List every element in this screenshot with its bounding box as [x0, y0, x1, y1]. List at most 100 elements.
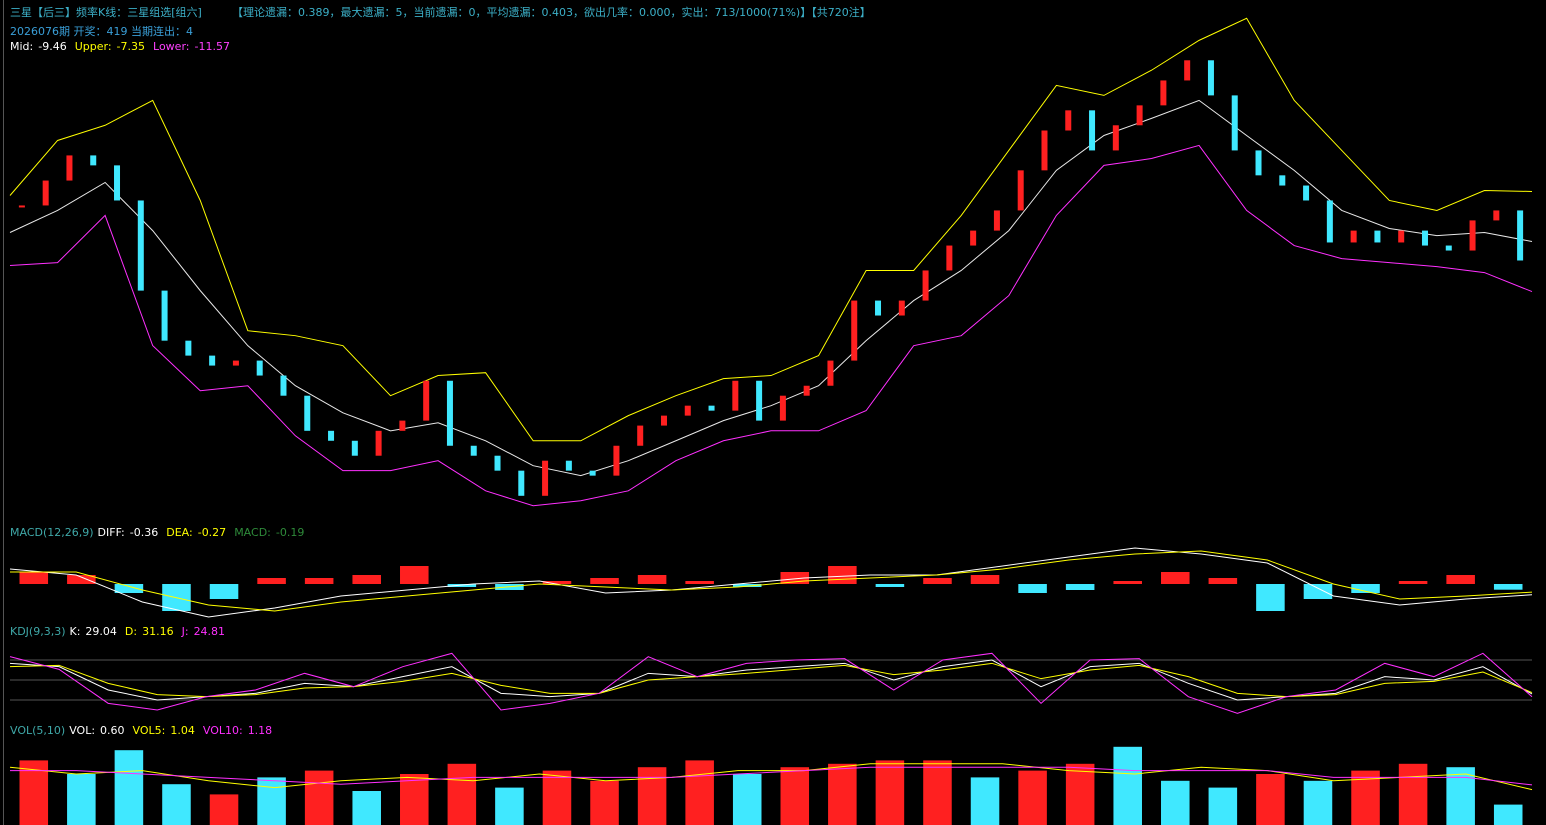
candle	[1421, 230, 1428, 246]
bar	[1398, 581, 1428, 584]
candle	[1017, 170, 1024, 211]
readout-name: DIFF:	[98, 526, 125, 539]
bar	[1018, 770, 1047, 825]
readout-name: VOL10:	[203, 724, 243, 737]
bar	[1161, 572, 1190, 584]
readout-name: VOL:	[69, 724, 95, 737]
candle	[304, 395, 311, 431]
candle	[1041, 130, 1048, 171]
readout-name: Mid:	[10, 40, 33, 53]
bar	[970, 575, 1000, 584]
candle	[351, 440, 358, 456]
bar	[114, 584, 144, 593]
candle	[803, 385, 810, 396]
candle	[66, 155, 73, 181]
bar	[732, 774, 762, 825]
readout-value: -9.46	[38, 40, 66, 53]
bar	[67, 575, 96, 584]
candle	[1303, 185, 1310, 201]
bar	[1113, 746, 1142, 825]
candle	[1469, 220, 1476, 251]
bar	[1303, 584, 1333, 599]
line-j	[9, 652, 1533, 714]
candle	[1207, 60, 1214, 96]
candle	[494, 455, 501, 471]
readout-value: -0.36	[130, 526, 158, 539]
readout-name: J:	[181, 625, 189, 638]
bar	[637, 767, 667, 825]
bar	[1256, 774, 1285, 825]
bar	[685, 581, 714, 584]
readout-name: Upper:	[75, 40, 112, 53]
bar	[1493, 804, 1523, 825]
bar	[542, 581, 572, 584]
line-dea	[10, 550, 1533, 612]
line-upper	[9, 17, 1533, 442]
bar	[162, 784, 191, 825]
bar	[685, 760, 714, 825]
candle	[1279, 175, 1286, 186]
readout-name: Lower:	[153, 40, 189, 53]
candle	[18, 205, 25, 208]
bar	[923, 578, 952, 584]
candle	[1065, 110, 1072, 131]
bar	[1018, 584, 1047, 593]
bar	[590, 780, 619, 825]
candle	[1255, 150, 1262, 176]
candle	[1517, 210, 1524, 261]
candle	[185, 340, 192, 356]
candle	[851, 300, 858, 361]
candle	[1112, 125, 1119, 151]
candle	[1374, 230, 1381, 243]
candle	[637, 425, 644, 446]
candle	[209, 355, 216, 366]
bar	[637, 575, 667, 584]
bar	[67, 774, 96, 825]
candle	[328, 430, 335, 441]
candle	[613, 445, 620, 476]
candle	[756, 380, 763, 421]
panel-title: VOL(5,10)	[10, 724, 65, 737]
bar	[1065, 584, 1095, 590]
readout-name: K:	[70, 625, 81, 638]
readout-value: 29.04	[85, 625, 117, 638]
bar	[257, 578, 286, 584]
bar	[1161, 780, 1190, 825]
candle	[232, 360, 239, 366]
readout-value: 0.60	[100, 724, 125, 737]
line-vol10	[10, 766, 1533, 786]
candle	[993, 210, 1000, 231]
candle	[660, 415, 667, 426]
candle	[375, 430, 382, 456]
candle	[399, 420, 406, 431]
readout-value: -0.27	[198, 526, 226, 539]
bar	[304, 770, 334, 825]
candle	[518, 470, 525, 496]
bar	[1303, 780, 1333, 825]
readout-name: DEA:	[166, 526, 192, 539]
candle	[565, 460, 572, 471]
readout-value: 1.04	[170, 724, 195, 737]
candle	[875, 300, 882, 316]
readout-value: 31.16	[142, 625, 174, 638]
bar	[495, 787, 524, 825]
candle	[446, 380, 453, 446]
candle	[970, 230, 977, 246]
line-k	[9, 659, 1533, 701]
candle	[1326, 200, 1333, 243]
candle	[732, 380, 739, 411]
bar	[209, 794, 239, 825]
bar	[542, 770, 572, 825]
candle	[1398, 230, 1405, 243]
candle	[684, 405, 691, 416]
candle	[137, 200, 144, 291]
candle	[280, 375, 287, 396]
bar	[828, 566, 857, 584]
readout-name: MACD:	[234, 526, 271, 539]
candle	[470, 445, 477, 456]
candle	[922, 270, 929, 301]
panel-title: KDJ(9,3,3)	[10, 625, 66, 638]
candle	[90, 155, 97, 166]
bar	[19, 760, 49, 825]
